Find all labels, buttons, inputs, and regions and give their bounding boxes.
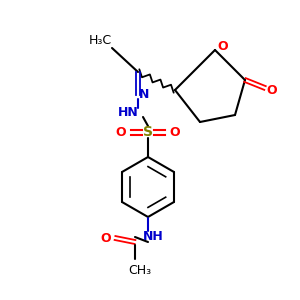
Text: S: S [143, 125, 153, 139]
Text: H₃C: H₃C [88, 34, 112, 46]
Text: N: N [139, 88, 149, 101]
Text: CH₃: CH₃ [128, 263, 152, 277]
Text: O: O [267, 83, 277, 97]
Text: O: O [170, 125, 180, 139]
Text: NH: NH [142, 230, 164, 244]
Text: O: O [218, 40, 228, 52]
Text: O: O [101, 232, 111, 244]
Text: O: O [116, 125, 126, 139]
Text: HN: HN [118, 106, 138, 119]
